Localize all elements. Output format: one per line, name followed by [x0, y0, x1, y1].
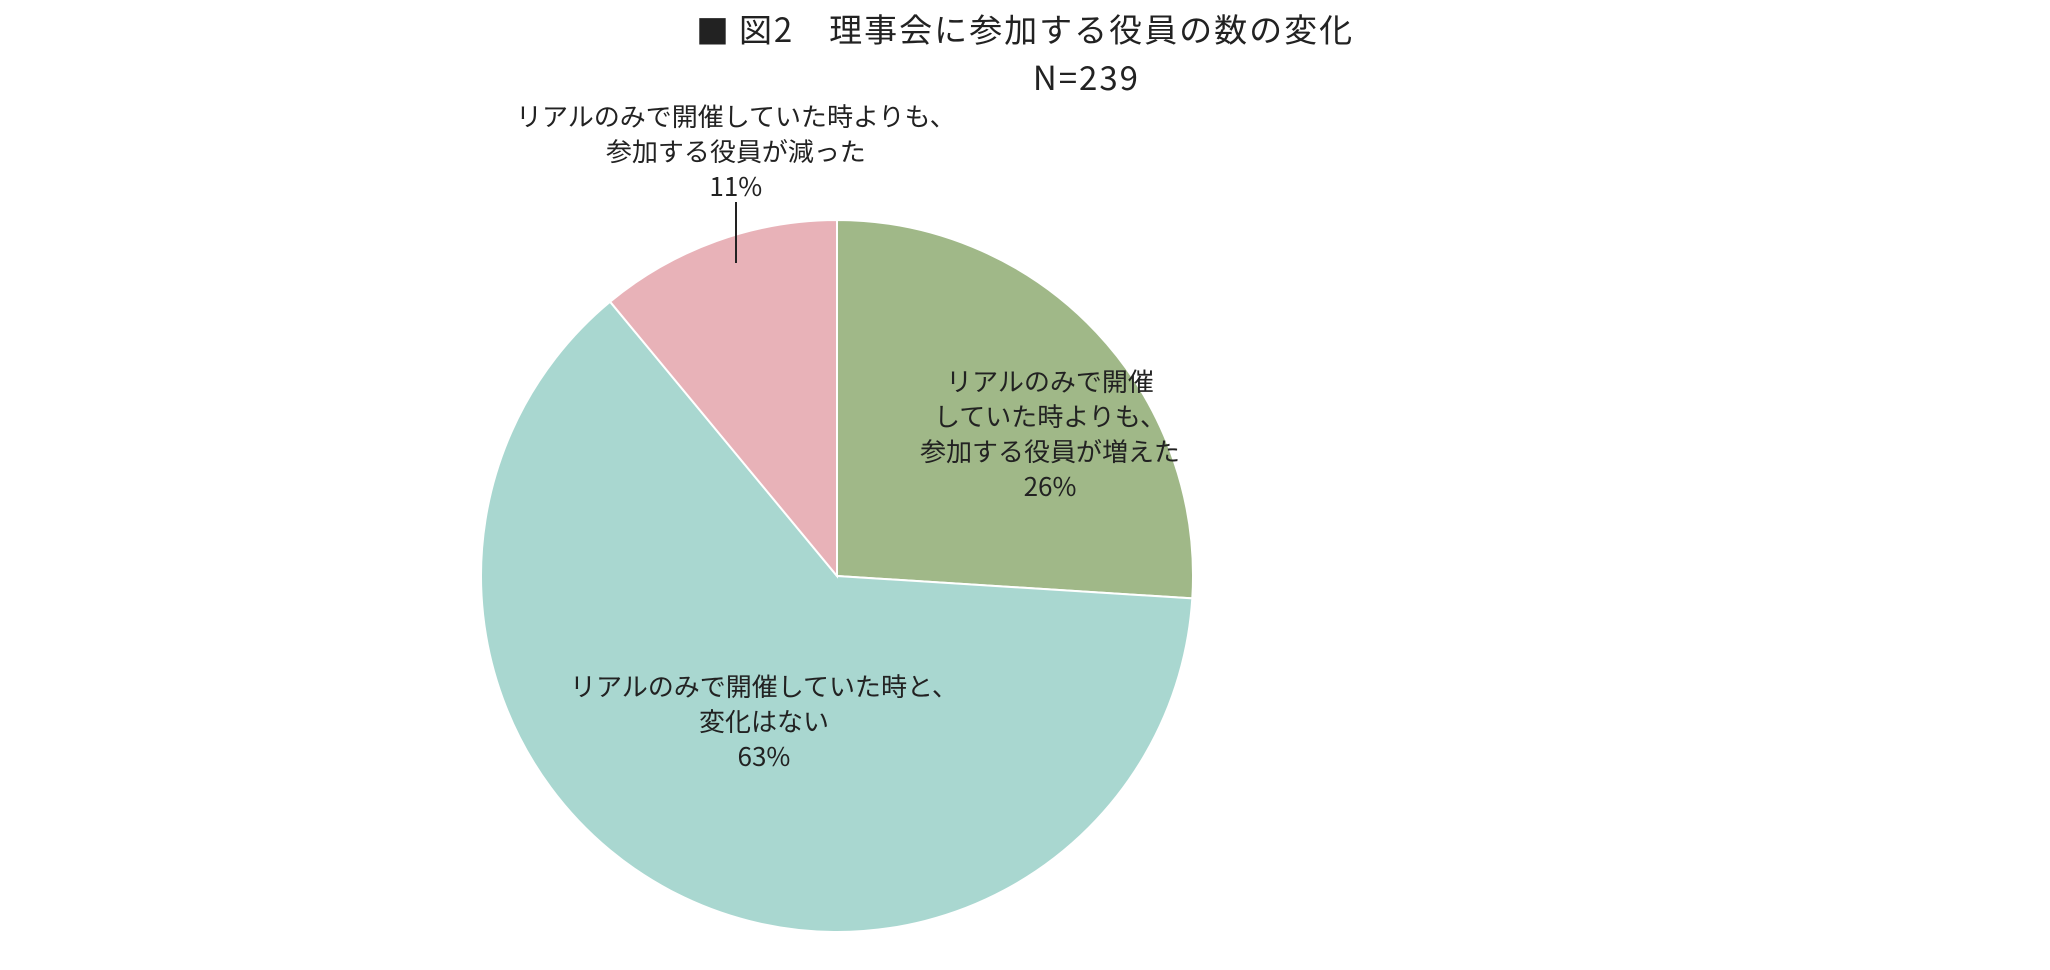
title-square-icon: ■ — [696, 14, 731, 47]
chart-title-text: 図2 理事会に参加する役員の数の変化 — [739, 4, 1354, 52]
slice-label-no-change: リアルのみで開催していた時と、 変化はない 63% — [570, 668, 958, 773]
slice-label-increased: リアルのみで開催 していた時よりも、 参加する役員が増えた 26% — [920, 363, 1180, 503]
chart-n: N=239 — [0, 52, 1140, 100]
title-block: ■図2 理事会に参加する役員の数の変化 N=239 — [0, 4, 2050, 52]
chart-title: ■図2 理事会に参加する役員の数の変化 — [0, 4, 2050, 52]
slice-label-decreased: リアルのみで開催していた時よりも、 参加する役員が減った 11% — [516, 98, 956, 203]
pie-chart — [477, 216, 1197, 936]
figure-stage: ■図2 理事会に参加する役員の数の変化 N=239 リアルのみで開催 していた時… — [0, 0, 2050, 970]
